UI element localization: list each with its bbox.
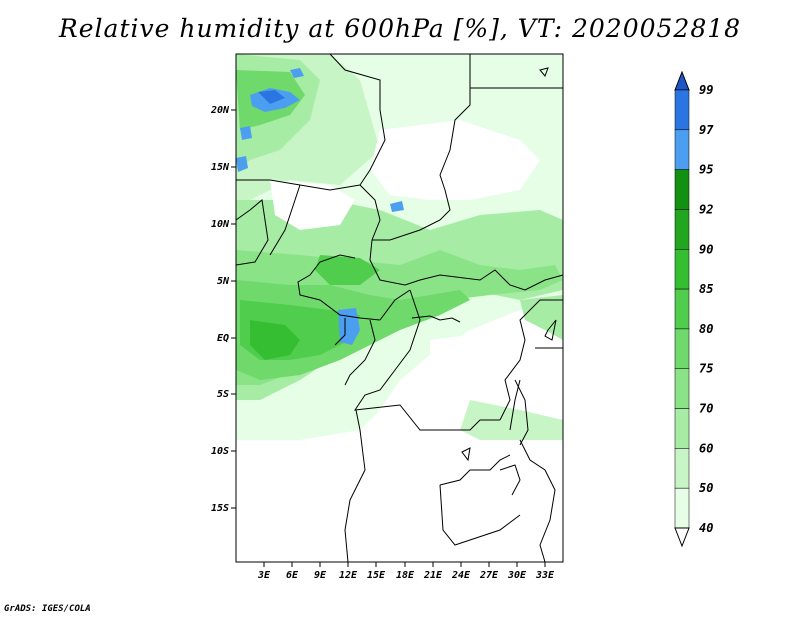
colorbar-swatch: [674, 288, 690, 330]
colorbar-label: 99: [699, 83, 713, 97]
lat-label: EQ: [217, 333, 229, 344]
colorbar-label: 92: [699, 202, 713, 216]
colorbar-label: 70: [699, 402, 713, 416]
humidity-field: [236, 54, 563, 562]
country-borders: [235, 53, 564, 563]
lon-label: 27E: [479, 570, 499, 581]
longitude-axis: 3E 6E 9E 12E 15E 18E 21E 24E 27E 30E 33E: [257, 562, 555, 581]
lat-label: 15S: [211, 503, 229, 514]
colorbar-swatch: [674, 89, 690, 131]
lon-label: 12E: [339, 570, 358, 581]
lon-label: 33E: [535, 570, 555, 581]
colorbar-label: 60: [699, 441, 713, 455]
latitude-axis: 20N 15N 10N 5N EQ 5S 10S 15S: [210, 105, 236, 514]
colorbar-label: 40: [699, 521, 713, 535]
colorbar-swatch: [674, 408, 690, 449]
colorbar-label: 80: [699, 322, 713, 336]
lat-label: 10N: [211, 219, 230, 230]
lat-label: 10S: [211, 446, 229, 457]
colorbar-swatch: [674, 209, 690, 250]
lon-label: 3E: [257, 570, 271, 581]
lon-label: 6E: [286, 570, 299, 581]
map-frame: [235, 53, 564, 563]
lat-label: 15N: [211, 162, 230, 173]
colorbar-swatch: [674, 169, 690, 210]
colorbar-label: 97: [699, 123, 714, 137]
map-title: Relative humidity at 600hPa [%], VT: 202…: [58, 14, 742, 43]
colorbar-bottom-arrow: [674, 527, 690, 548]
colorbar-label: 90: [699, 242, 713, 256]
lon-label: 15E: [367, 570, 386, 581]
lon-label: 9E: [314, 570, 327, 581]
lat-label: 20N: [210, 105, 230, 116]
colorbar-label: 75: [699, 362, 713, 376]
colorbar-swatch: [674, 328, 690, 369]
lon-label: 18E: [396, 570, 415, 581]
colorbar-label: 95: [699, 163, 713, 177]
colorbar-swatch: [674, 487, 690, 529]
lon-label: 21E: [423, 570, 443, 581]
colorbar-swatch: [674, 129, 690, 170]
colorbar: 40 50 60 70 75 80 85 90 92 95 97 99: [674, 70, 714, 548]
lat-label: 5N: [217, 276, 230, 287]
colorbar-swatch: [674, 249, 690, 290]
colorbar-label: 85: [699, 282, 713, 296]
credit-text: GrADS: IGES/COLA: [4, 604, 91, 614]
lon-label: 30E: [507, 570, 527, 581]
lat-label: 5S: [217, 389, 229, 400]
colorbar-swatch: [674, 448, 690, 489]
colorbar-label: 50: [699, 481, 713, 495]
lon-label: 24E: [451, 570, 471, 581]
colorbar-swatch: [674, 368, 690, 409]
colorbar-top-arrow: [674, 70, 690, 91]
